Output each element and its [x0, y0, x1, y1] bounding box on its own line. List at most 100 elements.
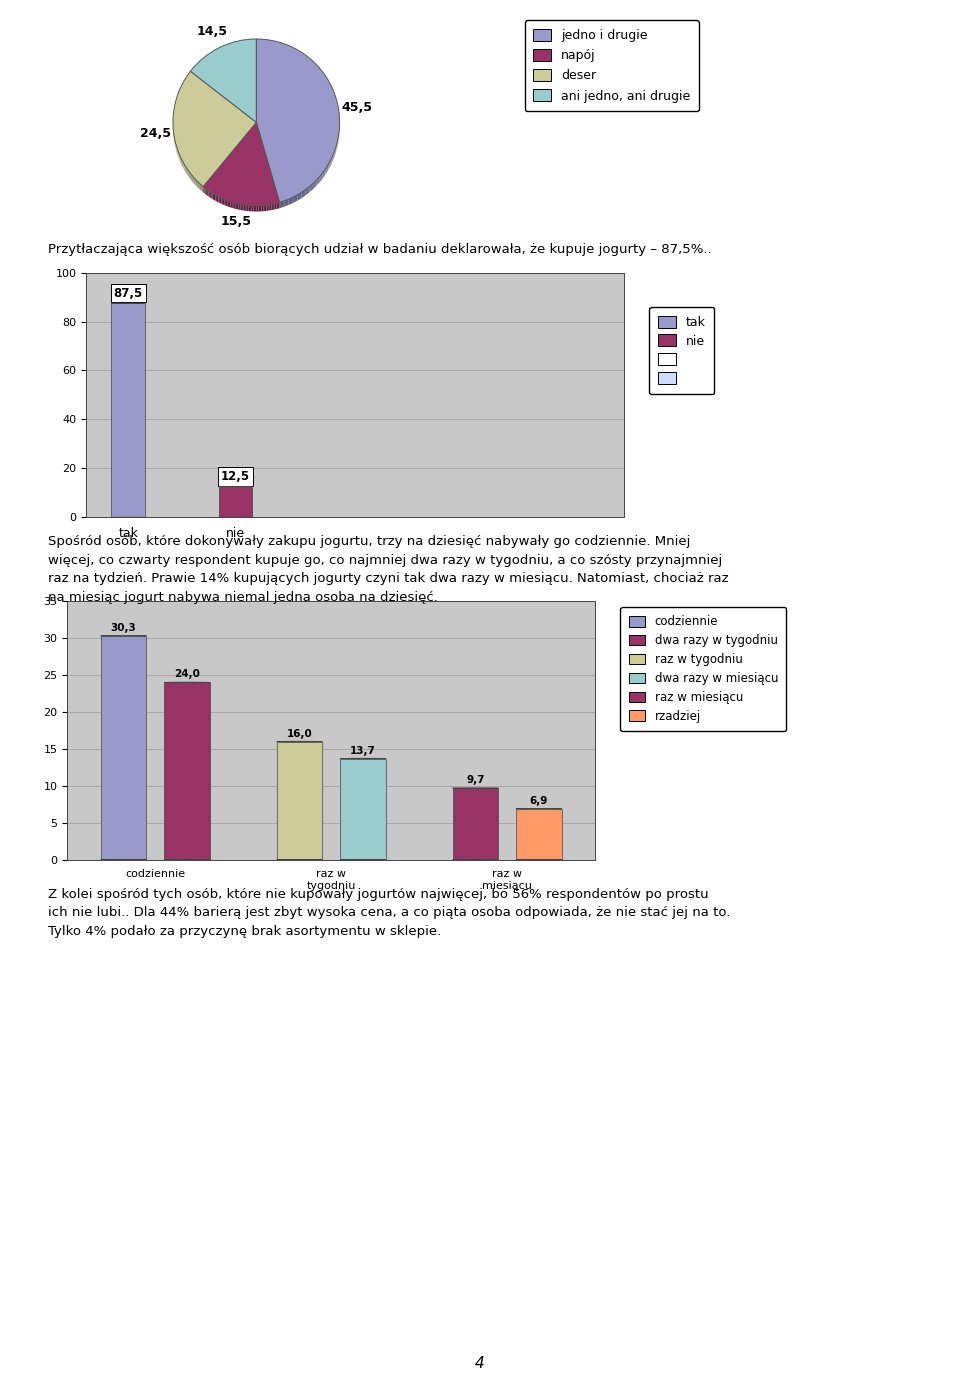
- Polygon shape: [309, 183, 313, 193]
- Polygon shape: [217, 196, 218, 203]
- Text: 45,5: 45,5: [342, 102, 372, 115]
- Polygon shape: [187, 169, 189, 178]
- Legend: tak, nie, , : tak, nie, ,: [650, 306, 714, 394]
- Bar: [219, 487, 252, 517]
- Polygon shape: [337, 137, 338, 148]
- Polygon shape: [218, 197, 220, 203]
- Polygon shape: [247, 206, 249, 211]
- Polygon shape: [256, 206, 258, 211]
- Polygon shape: [228, 200, 229, 207]
- Text: 24,5: 24,5: [140, 127, 171, 140]
- Polygon shape: [204, 187, 205, 194]
- Polygon shape: [242, 204, 244, 211]
- Text: Z kolei spośród tych osób, które nie kupowały jogurtów najwięcej, bo 56% respond: Z kolei spośród tych osób, które nie kup…: [48, 888, 731, 938]
- Polygon shape: [284, 199, 289, 207]
- Text: Spośród osób, które dokonywały zakupu jogurtu, trzy na dziesięć nabywały go codz: Spośród osób, które dokonywały zakupu jo…: [48, 535, 729, 604]
- Polygon shape: [225, 200, 226, 206]
- Polygon shape: [262, 206, 263, 211]
- Polygon shape: [276, 203, 278, 210]
- Polygon shape: [320, 172, 323, 182]
- Legend: codziennie, dwa razy w tygodniu, raz w tygodniu, dwa razy w miesiącu, raz w mies: codziennie, dwa razy w tygodniu, raz w t…: [620, 607, 786, 731]
- Polygon shape: [235, 203, 237, 210]
- Polygon shape: [226, 200, 228, 207]
- Polygon shape: [198, 182, 200, 189]
- Text: 9,7: 9,7: [467, 774, 485, 786]
- Polygon shape: [332, 151, 334, 162]
- Polygon shape: [234, 203, 235, 208]
- Polygon shape: [183, 162, 184, 171]
- Polygon shape: [212, 193, 214, 200]
- Bar: [453, 788, 498, 860]
- Polygon shape: [325, 165, 328, 175]
- Polygon shape: [205, 189, 207, 196]
- Polygon shape: [272, 204, 274, 210]
- Polygon shape: [289, 197, 293, 206]
- Polygon shape: [230, 201, 232, 208]
- Text: 14,5: 14,5: [196, 25, 228, 38]
- Polygon shape: [249, 206, 250, 211]
- Polygon shape: [222, 199, 223, 204]
- Polygon shape: [260, 206, 262, 211]
- Polygon shape: [194, 178, 196, 185]
- Polygon shape: [270, 204, 272, 210]
- Bar: [101, 636, 146, 860]
- Wedge shape: [173, 71, 256, 186]
- Text: 15,5: 15,5: [220, 215, 252, 228]
- Wedge shape: [204, 123, 279, 206]
- Polygon shape: [253, 206, 255, 211]
- Polygon shape: [223, 199, 225, 206]
- Polygon shape: [190, 173, 192, 182]
- Polygon shape: [245, 206, 247, 211]
- Text: 6,9: 6,9: [530, 795, 548, 805]
- Legend: jedno i drugie, napój, deser, ani jedno, ani drugie: jedno i drugie, napój, deser, ani jedno,…: [525, 20, 699, 112]
- Polygon shape: [252, 206, 253, 211]
- Polygon shape: [278, 203, 279, 208]
- Text: Przytłaczająca większość osób biorących udział w badaniu deklarowała, że kupuje : Przytłaczająca większość osób biorących …: [48, 243, 711, 256]
- Polygon shape: [267, 206, 268, 211]
- Polygon shape: [293, 194, 298, 203]
- Polygon shape: [317, 176, 320, 186]
- Polygon shape: [186, 166, 187, 175]
- Polygon shape: [229, 201, 230, 207]
- Polygon shape: [220, 197, 222, 204]
- Polygon shape: [237, 203, 239, 210]
- Polygon shape: [274, 204, 275, 210]
- Polygon shape: [192, 176, 194, 183]
- Polygon shape: [208, 190, 210, 197]
- Bar: [164, 682, 209, 860]
- Polygon shape: [240, 204, 242, 210]
- Bar: [516, 809, 562, 860]
- Polygon shape: [211, 193, 212, 199]
- Polygon shape: [184, 165, 186, 173]
- Wedge shape: [190, 39, 256, 123]
- Polygon shape: [265, 206, 267, 211]
- Polygon shape: [250, 206, 252, 211]
- Text: 4: 4: [475, 1356, 485, 1370]
- Polygon shape: [263, 206, 265, 211]
- Polygon shape: [255, 206, 256, 211]
- Text: 24,0: 24,0: [174, 670, 200, 679]
- Bar: [111, 303, 145, 517]
- Wedge shape: [256, 39, 340, 203]
- Text: 30,3: 30,3: [110, 624, 136, 633]
- Polygon shape: [210, 192, 211, 199]
- Polygon shape: [239, 204, 240, 210]
- Polygon shape: [202, 185, 204, 193]
- Polygon shape: [214, 194, 215, 201]
- Polygon shape: [301, 190, 305, 199]
- Polygon shape: [336, 143, 337, 152]
- Text: 87,5: 87,5: [113, 287, 143, 299]
- Polygon shape: [179, 152, 180, 161]
- Bar: [276, 741, 323, 860]
- Polygon shape: [328, 161, 330, 171]
- Polygon shape: [215, 194, 217, 201]
- Bar: [340, 759, 386, 860]
- Polygon shape: [268, 204, 270, 211]
- Polygon shape: [244, 204, 245, 211]
- Polygon shape: [189, 172, 190, 179]
- Polygon shape: [232, 203, 234, 208]
- Polygon shape: [207, 190, 208, 196]
- Text: 16,0: 16,0: [287, 728, 312, 738]
- Polygon shape: [180, 158, 182, 166]
- Polygon shape: [182, 161, 183, 168]
